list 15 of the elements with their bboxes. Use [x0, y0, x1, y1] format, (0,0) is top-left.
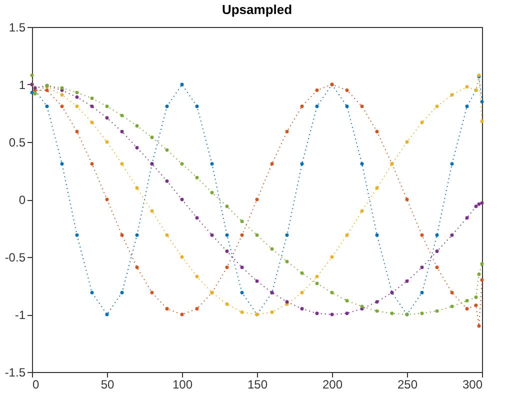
x-tick-label: 250 [397, 378, 418, 392]
y-tick-label: -0.5 [4, 250, 26, 264]
x-tick-label: 50 [100, 378, 114, 392]
y-tick-label: 0.5 [8, 136, 26, 150]
y-tick-label: 1 [18, 78, 26, 92]
y-tick-label: 0 [18, 193, 26, 207]
x-tick-label: 150 [247, 378, 268, 392]
y-tick-label: -1 [14, 308, 26, 322]
x-tick-label: 200 [322, 378, 343, 392]
x-tick-label: 0 [32, 378, 40, 392]
x-tick-label: 300 [462, 378, 483, 392]
x-tick-label: 100 [172, 378, 193, 392]
chart-title: Upsampled [222, 2, 292, 17]
y-tick-label: 1.5 [8, 20, 26, 34]
y-tick-label: -1.5 [4, 366, 26, 380]
